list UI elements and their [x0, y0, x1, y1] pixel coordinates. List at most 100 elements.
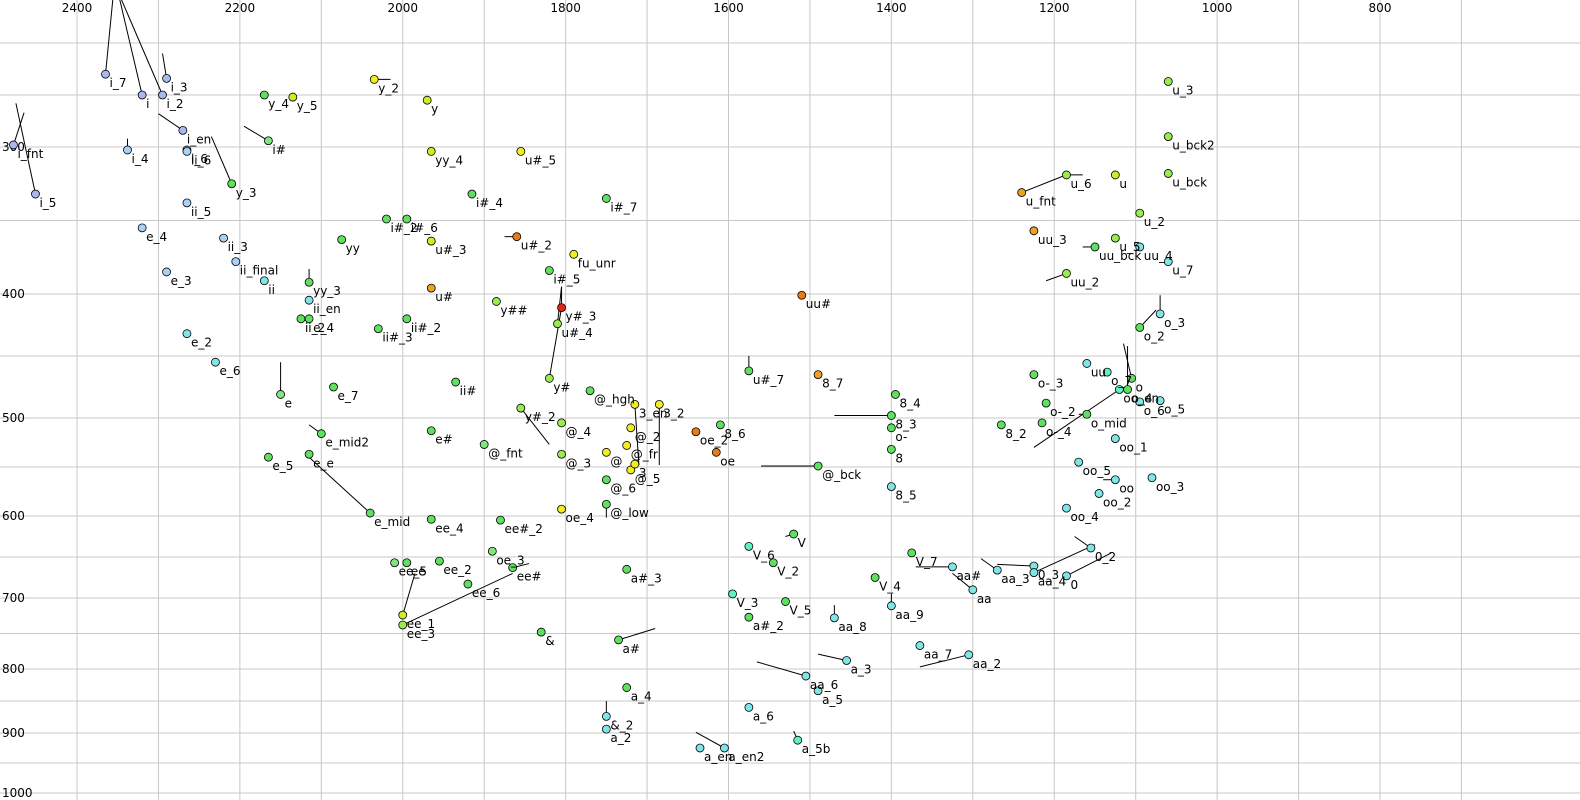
scatter-point [398, 620, 408, 630]
scatter-point [426, 147, 436, 156]
point-label: 8_2 [1005, 427, 1026, 441]
scatter-point [178, 125, 188, 135]
point-label: @_low [610, 506, 649, 520]
point-label: fu_unr [578, 256, 616, 270]
scatter-point [1110, 475, 1120, 485]
scatter-point [158, 90, 167, 100]
point-label: uu_bck [1099, 249, 1141, 263]
point-label: @_bck [822, 468, 861, 482]
scatter-point [1135, 323, 1145, 332]
scatter-point [544, 266, 554, 275]
point-label: e_mid2 [325, 436, 369, 450]
scatter-point [259, 276, 269, 286]
point-label: 8_5 [895, 489, 916, 503]
point-label: 3 [639, 466, 647, 480]
point-label: o_4 [1132, 391, 1153, 405]
scatter-point [182, 329, 192, 339]
point-label: e_3 [171, 274, 192, 288]
trajectory-line [1066, 552, 1112, 577]
scatter-point [744, 366, 754, 376]
point-label: a#_3 [631, 571, 662, 585]
trajectory-line [520, 407, 550, 445]
scatter-point [1041, 398, 1051, 408]
scatter-point [1110, 170, 1120, 180]
point-label: a_6 [753, 709, 774, 723]
point-label: ii_final [240, 264, 279, 278]
point-label: ii#_3 [382, 331, 412, 345]
point-label: a# [623, 642, 640, 656]
scatter-point [1123, 385, 1132, 394]
trajectory-line [997, 563, 1034, 567]
scatter-point [626, 423, 636, 433]
point-label: oe_3 [496, 553, 524, 567]
scatter-point [398, 610, 408, 620]
trajectory-line [119, 0, 143, 96]
point-label: oe_2 [700, 434, 728, 448]
trajectory-line [1122, 343, 1133, 379]
trajectory-line [817, 653, 847, 661]
point-label: V_5 [790, 604, 812, 618]
scatter-point [276, 390, 285, 399]
scatter-point [797, 290, 807, 300]
point-label: e [285, 396, 292, 410]
point-label: i [146, 97, 149, 111]
point-label: a_3 [851, 662, 872, 676]
scatter-point [964, 650, 974, 660]
point-label: o_5 [1164, 403, 1185, 417]
scatter-point [1062, 170, 1071, 180]
point-label: V_7 [916, 555, 938, 569]
y-tick-label: 900 [2, 726, 25, 740]
point-label: uu_2 [1070, 275, 1099, 289]
trajectory-line [1021, 175, 1063, 194]
x-tick-label: 1600 [713, 1, 744, 15]
scatter-point [1029, 226, 1039, 236]
scatter-point [263, 452, 273, 462]
point-label: a_5b [802, 742, 831, 756]
scatter-point [601, 194, 611, 203]
scatter-point [369, 75, 379, 84]
point-label: ee [411, 565, 426, 579]
x-tick-label: 1200 [1039, 1, 1070, 15]
scatter-point [1062, 571, 1071, 581]
point-label: oo_2 [1103, 495, 1131, 509]
scatter-point [907, 548, 917, 558]
scatter-point [691, 427, 701, 437]
point-label: V_4 [879, 580, 901, 594]
scatter-point [813, 370, 823, 380]
point-label: i_fnt [17, 147, 43, 161]
point-label: yy_3 [313, 284, 341, 298]
x-tick-label: 1400 [876, 1, 907, 15]
point-label: ii_5 [191, 205, 211, 219]
scatter-point [463, 579, 473, 589]
scatter-point [137, 223, 147, 233]
scatter-point [886, 482, 896, 492]
trajectory-line [158, 113, 184, 131]
scatter-point [402, 214, 412, 224]
scatter-point [886, 411, 896, 420]
point-label: @_6 [610, 482, 636, 496]
scatter-point [422, 95, 432, 105]
scatter-point [1135, 242, 1145, 252]
point-label: ee_5 [399, 565, 427, 579]
point-label: oo [1119, 482, 1134, 496]
point-label: e_e [313, 456, 334, 470]
scatter-point [1135, 397, 1145, 407]
point-label: @ [610, 454, 622, 468]
scatter-point [1147, 473, 1157, 483]
scatter-point [886, 444, 896, 454]
scatter-point [557, 504, 566, 514]
point-label: i# [272, 143, 285, 157]
tick-labels: 2400220020001800160014001200100080030040… [2, 1, 1391, 800]
point-label: aa [977, 592, 992, 606]
scatter-point [426, 283, 436, 293]
point-label: i_7 [110, 76, 127, 90]
scatter-point [1086, 543, 1096, 553]
point-label: u#_5 [525, 153, 556, 167]
scatter-point [516, 403, 526, 413]
scatter-point [1163, 77, 1173, 86]
point-label: ee_6 [472, 586, 500, 600]
point-label: 3_en [639, 406, 668, 420]
point-label: oo_4 [1070, 510, 1098, 524]
point-label: o [1136, 380, 1143, 394]
scatter-point [516, 147, 526, 156]
